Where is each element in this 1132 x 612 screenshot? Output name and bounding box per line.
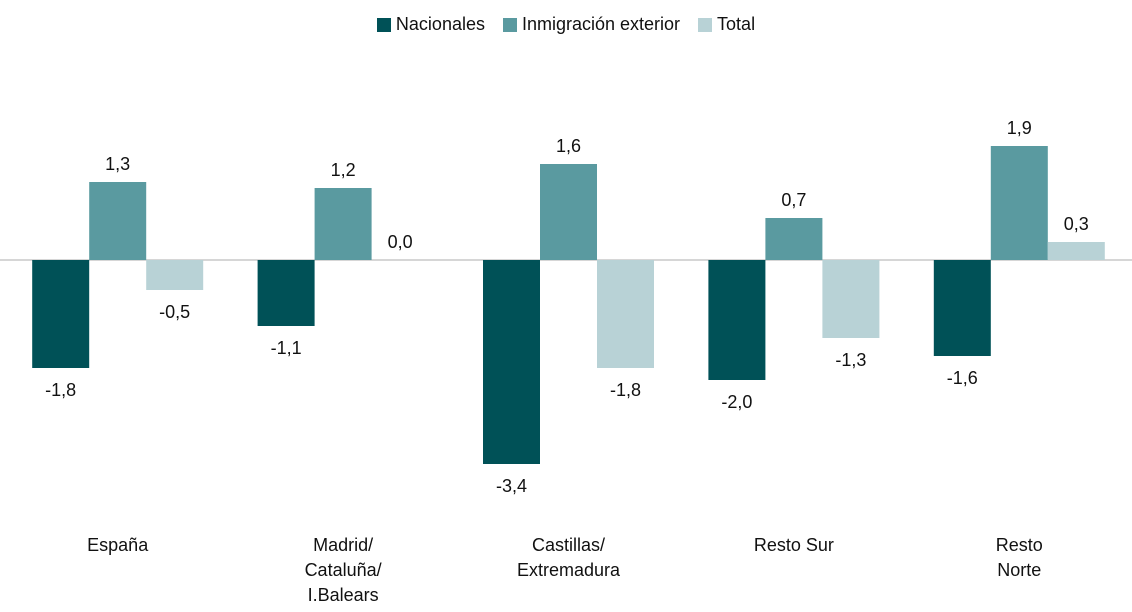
bar bbox=[765, 218, 823, 260]
value-label: -0,5 bbox=[159, 302, 190, 322]
legend-label: Total bbox=[717, 14, 756, 34]
value-label: -3,4 bbox=[496, 476, 527, 496]
bar bbox=[708, 260, 766, 380]
value-label: 0,3 bbox=[1064, 214, 1089, 234]
legend-item: Nacionales bbox=[376, 14, 485, 35]
value-label: -1,3 bbox=[835, 350, 866, 370]
value-label: 1,2 bbox=[331, 160, 356, 180]
legend-swatch bbox=[698, 17, 713, 32]
bar bbox=[32, 260, 90, 368]
legend: Nacionales Inmigración exterior Total bbox=[0, 14, 1132, 35]
x-tick-label: Madrid/ Cataluña/ I.Balears bbox=[304, 535, 382, 605]
legend-swatch bbox=[502, 17, 517, 32]
bar bbox=[933, 260, 991, 356]
value-label: -1,6 bbox=[947, 368, 978, 388]
legend-item: Inmigración exterior bbox=[502, 14, 681, 35]
legend-label: Inmigración exterior bbox=[521, 14, 681, 34]
value-label: 1,6 bbox=[556, 136, 581, 156]
value-label: -1,8 bbox=[610, 380, 641, 400]
bar bbox=[483, 260, 540, 464]
bar bbox=[597, 260, 654, 368]
value-label: 0,0 bbox=[388, 232, 413, 252]
value-label: -1,1 bbox=[271, 338, 302, 358]
bar bbox=[146, 260, 204, 290]
bar bbox=[257, 260, 315, 326]
value-label: 1,3 bbox=[105, 154, 130, 174]
x-tick-label: España bbox=[87, 535, 149, 555]
legend-label: Nacionales bbox=[395, 14, 485, 34]
value-label: 1,9 bbox=[1007, 118, 1032, 138]
bar bbox=[822, 260, 880, 338]
bar bbox=[990, 146, 1048, 260]
legend-item: Total bbox=[698, 14, 755, 35]
x-tick-label: Castillas/ Extremadura bbox=[516, 535, 621, 580]
bar bbox=[1047, 242, 1105, 260]
bar bbox=[314, 188, 372, 260]
value-label: -1,8 bbox=[45, 380, 76, 400]
bar bbox=[540, 164, 597, 260]
value-label: 0,7 bbox=[781, 190, 806, 210]
legend-swatch bbox=[376, 17, 391, 32]
value-label: -2,0 bbox=[721, 392, 752, 412]
x-tick-label: Resto Sur bbox=[753, 535, 834, 555]
bar bbox=[89, 182, 147, 260]
x-tick-label: Resto Norte bbox=[995, 535, 1043, 580]
